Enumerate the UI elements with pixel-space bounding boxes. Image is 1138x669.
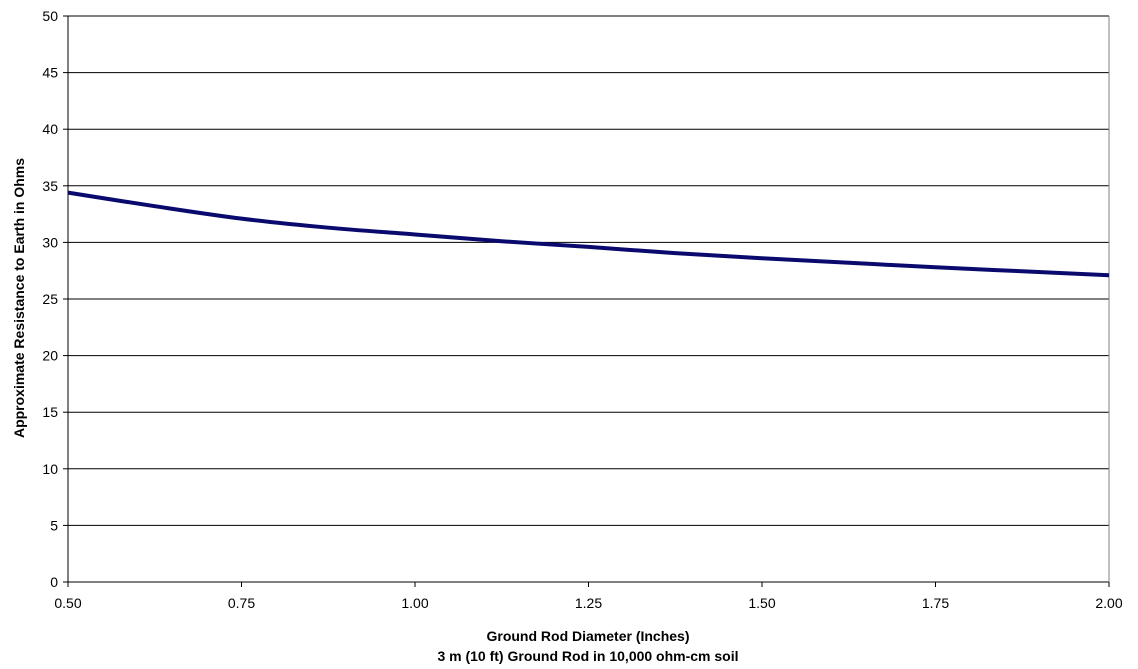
y-tick-label: 5 [50, 517, 58, 533]
x-axis-subtitle: 3 m (10 ft) Ground Rod in 10,000 ohm-cm … [437, 648, 738, 664]
x-tick-label: 2.00 [1095, 595, 1122, 611]
y-tick-label: 30 [42, 234, 58, 250]
y-tick-label: 10 [42, 461, 58, 477]
x-tick-label: 0.75 [228, 595, 255, 611]
y-tick-label: 50 [42, 8, 58, 24]
gridlines [68, 15, 1109, 526]
tick-labels: 0 5 10 15 20 25 30 35 40 45 50 0.50 0.75 1.00 1.25 1.50… [42, 8, 1122, 611]
y-axis-title: Approximate Resistance to Earth in Ohms [11, 158, 27, 438]
x-axis-title: Ground Rod Diameter (Inches) [486, 628, 689, 644]
y-tick-label: 35 [42, 178, 58, 194]
x-tick-label: 1.00 [401, 595, 428, 611]
y-tick-label: 0 [50, 574, 58, 590]
y-tick-label: 45 [42, 65, 58, 81]
y-tick-label: 20 [42, 348, 58, 364]
y-tick-label: 40 [42, 121, 58, 137]
x-tick-label: 1.75 [922, 595, 949, 611]
y-tick-label: 25 [42, 291, 58, 307]
x-tick-label: 1.50 [748, 595, 775, 611]
x-tick-label: 1.25 [575, 595, 602, 611]
series-line-0 [67, 190, 1110, 278]
series-layer [67, 190, 1110, 278]
axes [63, 15, 1110, 587]
x-tick-label: 0.50 [54, 595, 81, 611]
y-tick-label: 15 [42, 404, 58, 420]
